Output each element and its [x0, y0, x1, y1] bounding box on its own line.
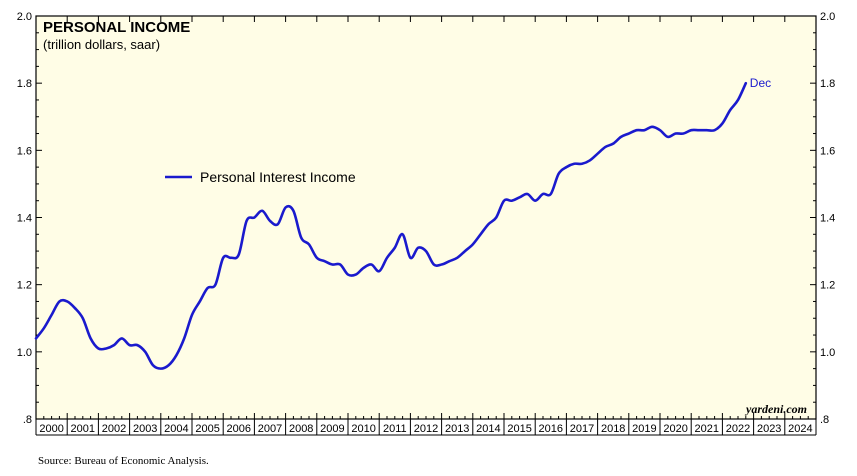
y-tick-label-left: 1.2 — [17, 280, 32, 292]
x-tick-label: 2011 — [383, 423, 407, 435]
x-tick-label: 2006 — [227, 423, 251, 435]
plot-area — [35, 15, 817, 420]
x-tick-label: 2007 — [258, 423, 282, 435]
x-tick-label: 2012 — [414, 423, 438, 435]
source-note: Source: Bureau of Economic Analysis. — [38, 455, 209, 467]
x-tick-label: 2023 — [757, 423, 781, 435]
x-tick-label: 2015 — [507, 423, 531, 435]
x-tick-label: 2022 — [726, 423, 750, 435]
x-tick-label: 2005 — [195, 423, 219, 435]
x-tick-label: 2016 — [539, 423, 563, 435]
y-tick-label-left: 2.0 — [17, 11, 32, 23]
series-line-personal-interest-income — [34, 81, 748, 370]
x-tick-label: 2019 — [632, 423, 656, 435]
y-tick-label-left: .8 — [23, 414, 32, 426]
x-tick-label: 2014 — [476, 423, 500, 435]
x-tick-label: 2020 — [663, 423, 687, 435]
brand-watermark: yardeni.com — [744, 402, 807, 416]
x-tick-label: 2003 — [133, 423, 157, 435]
x-tick-label: 2000 — [39, 423, 63, 435]
x-tick-label: 2013 — [445, 423, 469, 435]
x-tick-label: 2004 — [164, 423, 188, 435]
y-tick-label-left: 1.8 — [17, 78, 32, 90]
x-tick-label: 2001 — [71, 423, 95, 435]
chart-subtitle: (trillion dollars, saar) — [43, 37, 160, 52]
y-tick-label-right: 1.8 — [820, 78, 835, 90]
y-tick-label-left: 1.4 — [17, 213, 32, 225]
x-tick-label: 2021 — [695, 423, 719, 435]
y-tick-label-right: 1.0 — [820, 347, 835, 359]
y-tick-label-right: 1.2 — [820, 280, 835, 292]
x-tick-label: 2010 — [351, 423, 375, 435]
x-tick-label: 2008 — [289, 423, 313, 435]
y-tick-label-right: 2.0 — [820, 11, 835, 23]
y-tick-label-right: .8 — [820, 414, 829, 426]
legend-label: Personal Interest Income — [200, 169, 356, 185]
x-tick-label: 2017 — [570, 423, 594, 435]
x-tick-label: 2024 — [788, 423, 812, 435]
y-tick-label-right: 1.6 — [820, 145, 835, 157]
x-tick-label: 2018 — [601, 423, 625, 435]
chart-title: PERSONAL INCOME — [43, 19, 190, 36]
y-tick-label-left: 1.0 — [17, 347, 32, 359]
x-tick-label: 2009 — [320, 423, 344, 435]
x-tick-label: 2002 — [102, 423, 126, 435]
end-annotation: Dec — [750, 76, 771, 90]
y-tick-label-left: 1.6 — [17, 145, 32, 157]
y-tick-label-right: 1.4 — [820, 213, 835, 225]
